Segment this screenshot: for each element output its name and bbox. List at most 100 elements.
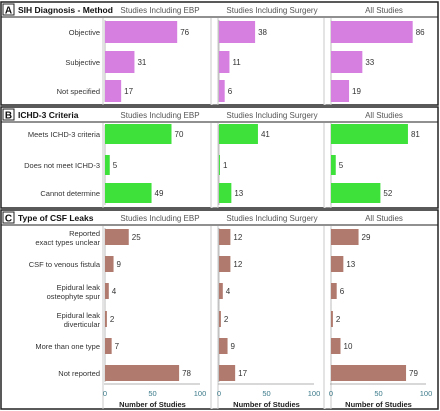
- bar: [105, 229, 129, 245]
- bar: [219, 51, 230, 73]
- bar-value-label: 13: [234, 189, 243, 198]
- bar-value-label: 9: [117, 260, 122, 269]
- bar-value-label: 12: [233, 260, 242, 269]
- category-label: Does not meet ICHD-3: [24, 161, 100, 170]
- bar: [219, 21, 256, 43]
- x-axis-title: Number of Studies: [345, 400, 412, 409]
- bar: [105, 21, 178, 43]
- bar-value-label: 76: [180, 28, 189, 37]
- column-title: All Studies: [365, 6, 403, 15]
- x-axis-title: Number of Studies: [119, 400, 186, 409]
- column-title: Studies Including EBP: [120, 6, 199, 15]
- bar-value-label: 12: [233, 233, 242, 242]
- column-gap: [324, 17, 331, 105]
- bar-value-label: 6: [228, 87, 233, 96]
- category-label: Not reported: [58, 369, 100, 378]
- bar: [219, 283, 223, 299]
- column-title: Studies Including Surgery: [226, 6, 317, 15]
- bar-value-label: 2: [224, 315, 229, 324]
- bar-value-label: 9: [231, 342, 236, 351]
- bar-value-label: 41: [261, 130, 270, 139]
- bar: [105, 183, 152, 203]
- category-label-line1: Epidural leak: [57, 283, 101, 292]
- category-label: More than one type: [35, 342, 100, 351]
- category-label-line2: exact types unclear: [35, 238, 100, 247]
- bar: [219, 229, 231, 245]
- bar: [219, 365, 236, 381]
- x-tick-label: 100: [420, 389, 433, 398]
- bar-value-label: 86: [416, 28, 425, 37]
- panel-letter-box: [2, 211, 15, 224]
- panel-letter-box: [2, 3, 15, 16]
- bar-value-label: 7: [115, 342, 120, 351]
- bar: [331, 338, 341, 354]
- x-tick-label: 0: [103, 389, 107, 398]
- column-title: Studies Including Surgery: [226, 111, 317, 120]
- bar-value-label: 79: [409, 369, 418, 378]
- bar-value-label: 2: [110, 315, 115, 324]
- panel-frame-A: [0, 1, 439, 106]
- bar: [331, 311, 333, 327]
- panel-letter: C: [5, 214, 12, 225]
- x-axis-title: Number of Studies: [233, 400, 300, 409]
- bar-value-label: 6: [340, 287, 345, 296]
- bar-value-label: 5: [339, 161, 344, 170]
- bar-value-label: 49: [155, 189, 164, 198]
- bar: [331, 51, 363, 73]
- panel-frame-B: [0, 106, 439, 209]
- column-title: Studies Including EBP: [120, 214, 199, 223]
- x-tick-label: 0: [217, 389, 221, 398]
- category-label: CSF to venous fistula: [29, 260, 101, 269]
- bar-value-label: 1: [223, 161, 228, 170]
- panel-letter: A: [5, 6, 12, 17]
- bar-value-label: 78: [182, 369, 191, 378]
- bar: [331, 124, 408, 144]
- bar: [219, 256, 231, 272]
- bar: [331, 21, 413, 43]
- bar: [331, 229, 359, 245]
- category-label-line1: Epidural leak: [57, 311, 101, 320]
- bar-value-label: 17: [124, 87, 133, 96]
- column-gap: [211, 17, 218, 105]
- panel-title: SIH Diagnosis - Method: [18, 5, 113, 15]
- bar-value-label: 17: [238, 369, 247, 378]
- panel-title: Type of CSF Leaks: [18, 213, 94, 223]
- bar-value-label: 70: [175, 130, 184, 139]
- column-title: Studies Including EBP: [120, 111, 199, 120]
- panel-frame-C: [0, 209, 439, 410]
- bar-value-label: 52: [383, 189, 392, 198]
- bar: [331, 256, 344, 272]
- bar: [219, 338, 228, 354]
- bar: [219, 311, 221, 327]
- category-label: Not specified: [57, 87, 100, 96]
- bar-value-label: 10: [344, 342, 353, 351]
- bar-value-label: 81: [411, 130, 420, 139]
- bar: [331, 155, 336, 175]
- bar-value-label: 25: [132, 233, 141, 242]
- bar-value-label: 33: [365, 58, 374, 67]
- x-tick-label: 50: [262, 389, 270, 398]
- column-gap: [211, 225, 218, 409]
- column-gap: [324, 122, 331, 208]
- bar-value-label: 4: [112, 287, 117, 296]
- bar: [105, 256, 114, 272]
- bar-value-label: 19: [352, 87, 361, 96]
- bar: [219, 124, 258, 144]
- bar: [105, 365, 180, 381]
- bar: [219, 80, 225, 102]
- bar: [105, 124, 172, 144]
- x-tick-label: 50: [374, 389, 382, 398]
- column-gap: [211, 122, 218, 208]
- bar: [331, 80, 350, 102]
- bar: [105, 311, 107, 327]
- x-tick-label: 50: [148, 389, 156, 398]
- category-label: Objective: [69, 28, 100, 37]
- column-title: Studies Including Surgery: [226, 214, 317, 223]
- category-label-line2: diverticular: [64, 320, 101, 329]
- category-label: Subjective: [65, 58, 100, 67]
- bar-value-label: 13: [346, 260, 355, 269]
- column-title: All Studies: [365, 111, 403, 120]
- bar-value-label: 29: [362, 233, 371, 242]
- column-title: All Studies: [365, 214, 403, 223]
